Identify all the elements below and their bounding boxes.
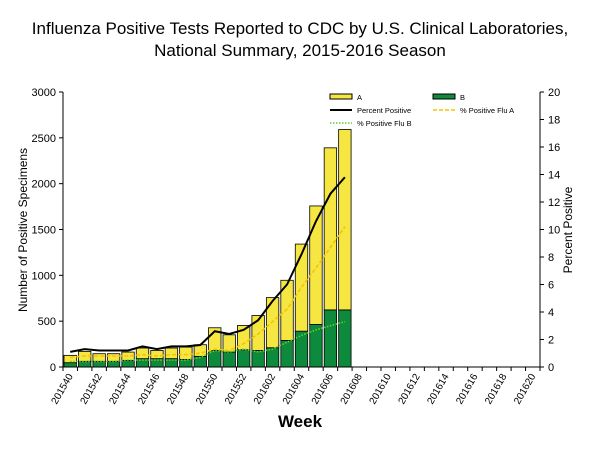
bar-b bbox=[323, 309, 338, 368]
bar-b bbox=[338, 309, 352, 368]
bar-a bbox=[323, 147, 338, 311]
line--positive-flu-b bbox=[70, 320, 346, 363]
chart-title-line1: Influenza Positive Tests Reported to CDC… bbox=[31, 19, 569, 38]
y2-tick-label: 12 bbox=[548, 197, 560, 209]
x-tick-label: 201604 bbox=[281, 372, 307, 407]
x-tick-label: 201544 bbox=[107, 372, 133, 407]
y-tick-label: 0 bbox=[50, 362, 56, 374]
bar-a bbox=[338, 129, 352, 311]
y-tick-label: 3000 bbox=[32, 87, 56, 99]
bar-b bbox=[121, 359, 135, 368]
y-tick-label: 2000 bbox=[32, 179, 56, 191]
y-axis-label: Number of Positive Specimens bbox=[16, 148, 30, 312]
bar-b bbox=[309, 324, 323, 368]
x-tick-label: 201612 bbox=[397, 372, 423, 407]
y2-tick-label: 18 bbox=[548, 115, 560, 127]
y2-tick-label: 0 bbox=[548, 362, 554, 374]
bar-a bbox=[251, 315, 265, 351]
x-tick-label: 201546 bbox=[136, 372, 162, 407]
bar-b bbox=[251, 350, 265, 368]
bar-b bbox=[222, 351, 236, 368]
y-tick-label: 1500 bbox=[32, 225, 56, 237]
legend: A B Percent Positive % Positive Flu A % Posi… bbox=[329, 93, 514, 128]
bar-a bbox=[92, 353, 106, 362]
bar-b bbox=[294, 330, 309, 368]
legend--positive-flu-b-label: % Positive Flu B bbox=[357, 119, 412, 128]
chart-title: Influenza Positive Tests Reported to CDC… bbox=[0, 18, 600, 62]
legend-a-label: A bbox=[357, 93, 362, 102]
bar-b bbox=[265, 347, 280, 368]
x-tick-label: 201616 bbox=[454, 372, 480, 407]
chart-title-line2: National Summary, 2015-2016 Season bbox=[154, 41, 446, 60]
y-tick-label: 500 bbox=[38, 316, 56, 328]
bar-a bbox=[63, 354, 77, 364]
x-tick-label: 201610 bbox=[368, 372, 394, 407]
y2-tick-label: 2 bbox=[548, 335, 554, 347]
bar-a bbox=[106, 353, 121, 362]
y2-tick-label: 6 bbox=[548, 280, 554, 292]
x-tick-label: 201550 bbox=[194, 372, 220, 407]
legend-a-swatch bbox=[329, 93, 353, 100]
x-tick-label: 201620 bbox=[512, 372, 538, 407]
x-tick-label: 201606 bbox=[310, 372, 336, 407]
x-tick-label: 201608 bbox=[339, 372, 365, 407]
bar-a bbox=[280, 279, 294, 341]
x-axis-label: Week bbox=[278, 412, 323, 431]
bar-a bbox=[179, 346, 193, 360]
bar-b bbox=[237, 349, 251, 368]
legend-b-swatch bbox=[432, 93, 456, 100]
legend--positive-flu-a-label: % Positive Flu A bbox=[460, 106, 514, 115]
bar-a bbox=[135, 347, 150, 360]
y2-axis-label: Percent Positive bbox=[561, 186, 575, 273]
y2-tick-label: 16 bbox=[548, 142, 560, 154]
x-tick-label: 201614 bbox=[425, 372, 451, 407]
bar-a bbox=[222, 334, 236, 353]
y2-tick-label: 4 bbox=[548, 307, 554, 319]
legend-b-label: B bbox=[460, 93, 465, 102]
x-tick-label: 201618 bbox=[483, 372, 509, 407]
y2-tick-label: 14 bbox=[548, 170, 560, 182]
bar-a bbox=[150, 350, 164, 360]
bar-a bbox=[164, 347, 179, 360]
line-percent-positive bbox=[70, 176, 346, 353]
y2-tick-label: 10 bbox=[548, 225, 560, 237]
x-tick-label: 201548 bbox=[165, 372, 191, 407]
x-tick-label: 201552 bbox=[223, 372, 249, 407]
x-tick-label: 201542 bbox=[79, 372, 105, 407]
y-tick-label: 1000 bbox=[32, 270, 56, 282]
y2-tick-label: 8 bbox=[548, 252, 554, 264]
y-tick-label: 2500 bbox=[32, 133, 56, 145]
y2-tick-label: 20 bbox=[548, 87, 560, 99]
bar-a bbox=[309, 205, 323, 325]
bar-a bbox=[265, 297, 280, 349]
x-tick-label: 201540 bbox=[50, 372, 76, 407]
bar-a bbox=[294, 243, 309, 332]
bar-b bbox=[63, 362, 77, 368]
legend-percent-positive-label: Percent Positive bbox=[357, 106, 411, 115]
x-tick-label: 201602 bbox=[252, 372, 278, 407]
line--positive-flu-a bbox=[70, 226, 346, 359]
